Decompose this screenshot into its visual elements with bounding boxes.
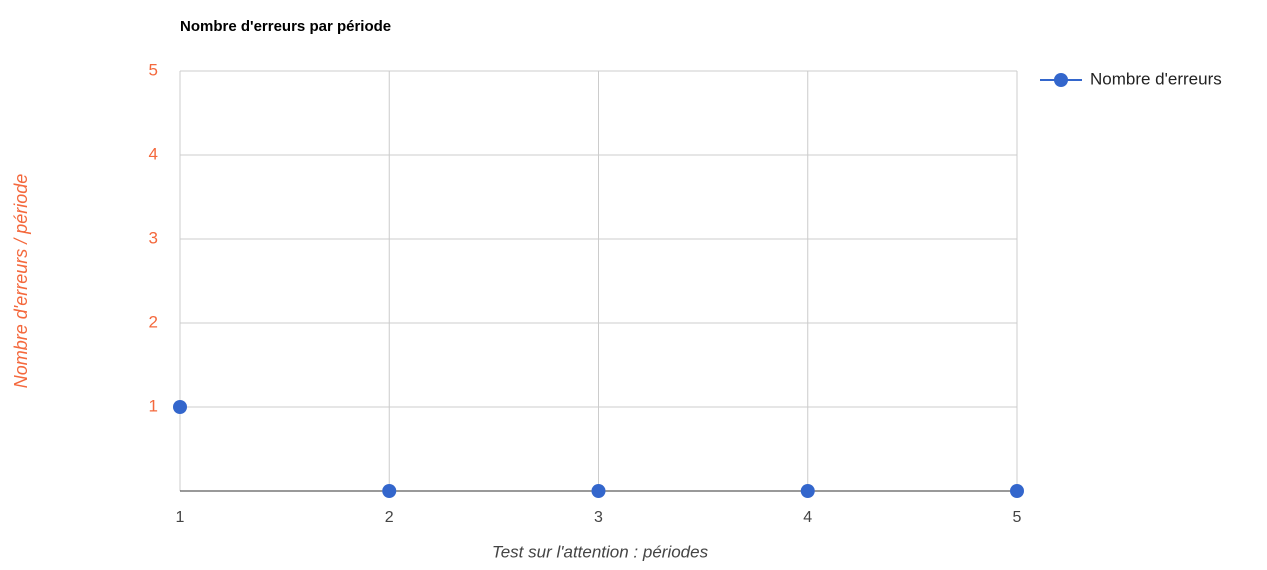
y-tick-label: 3	[149, 228, 158, 247]
y-tick-label: 4	[149, 144, 158, 163]
x-tick-label: 2	[385, 509, 394, 526]
y-tick-label: 2	[149, 312, 158, 331]
x-tick-label: 3	[594, 509, 603, 526]
data-point	[800, 484, 815, 498]
data-point	[591, 484, 606, 498]
legend-marker	[1054, 73, 1068, 87]
y-axis-title: Nombre d'erreurs / période	[11, 174, 31, 389]
y-tick-label: 5	[149, 60, 158, 79]
x-tick-label: 5	[1013, 509, 1022, 526]
x-axis-title: Test sur l'attention : périodes	[492, 542, 709, 561]
y-tick-label: 1	[149, 396, 158, 415]
x-tick-label: 4	[803, 509, 812, 526]
data-point	[1010, 484, 1024, 498]
chart-title: Nombre d'erreurs par période	[180, 18, 391, 35]
legend-label: Nombre d'erreurs	[1090, 69, 1222, 88]
data-point	[382, 484, 397, 498]
x-tick-label: 1	[176, 509, 185, 526]
data-point	[173, 400, 187, 414]
